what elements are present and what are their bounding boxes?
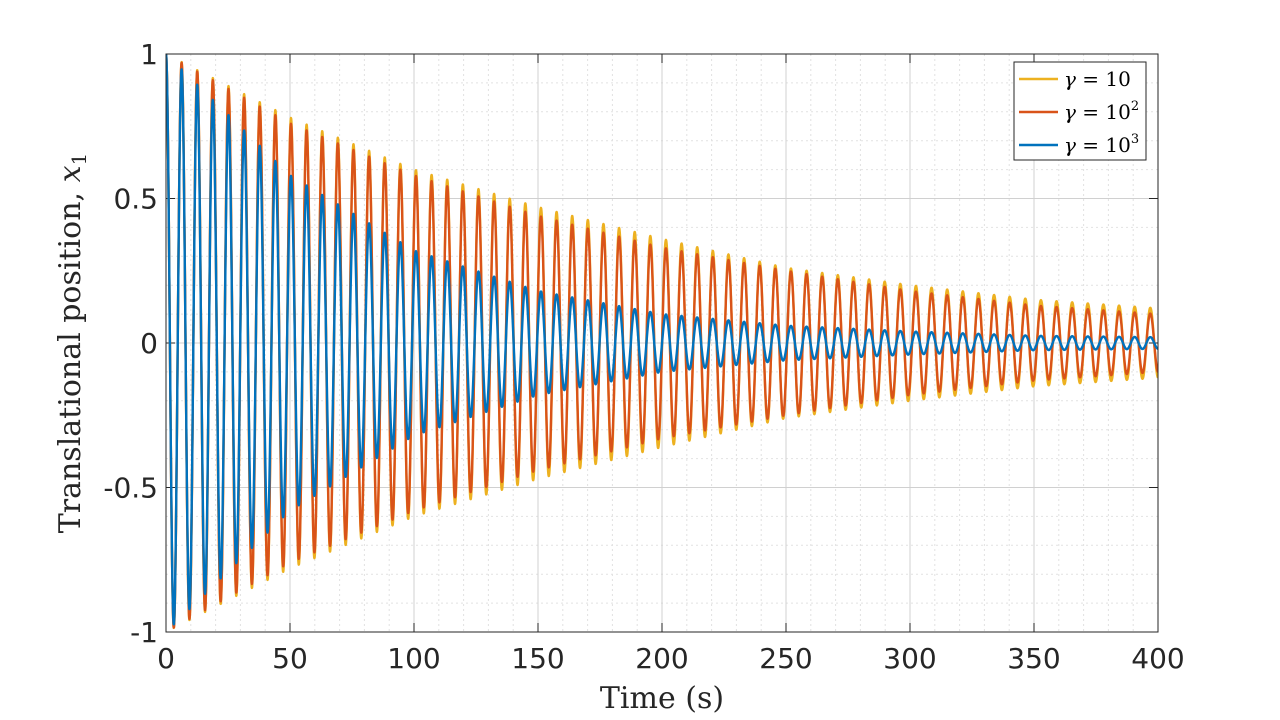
- y-tick-label: -1: [130, 616, 158, 649]
- plot-frame: [165, 53, 1159, 633]
- y-tick-label: 1: [140, 38, 158, 71]
- x-tick-label: 150: [511, 642, 564, 675]
- series-line: [166, 54, 1158, 626]
- legend-label: γ = 102: [1064, 99, 1139, 124]
- y-axis-label-var: x: [53, 165, 88, 182]
- y-tick-label: 0.5: [113, 183, 158, 216]
- y-axis-label-sub: 1: [67, 153, 91, 166]
- x-tick-label: 350: [1007, 642, 1060, 675]
- x-tick-label: 250: [759, 642, 812, 675]
- y-axis-label-text: Translational position,: [53, 182, 88, 533]
- x-axis-label: Time (s): [600, 681, 724, 716]
- legend-label: γ = 103: [1064, 132, 1139, 157]
- legend-label: γ = 10: [1064, 67, 1131, 91]
- x-tick-labels: 0 50 100 150 200 250 300 350 400: [157, 642, 1185, 675]
- y-tick-label: 0: [140, 327, 158, 360]
- y-tick-label: -0.5: [103, 472, 158, 505]
- x-tick-label: 100: [387, 642, 440, 675]
- x-tick-label: 50: [272, 642, 308, 675]
- x-tick-label: 300: [883, 642, 936, 675]
- y-axis-label: Translational position, x1: [53, 153, 91, 534]
- y-tick-labels: -1 -0.5 0 0.5 1: [103, 38, 158, 649]
- x-tick-label: 200: [635, 642, 688, 675]
- series-layer: [166, 54, 1158, 630]
- x-tick-label: 0: [157, 642, 175, 675]
- x-tick-label: 400: [1131, 642, 1184, 675]
- legend: γ = 10 γ = 102 γ = 103: [1013, 61, 1147, 161]
